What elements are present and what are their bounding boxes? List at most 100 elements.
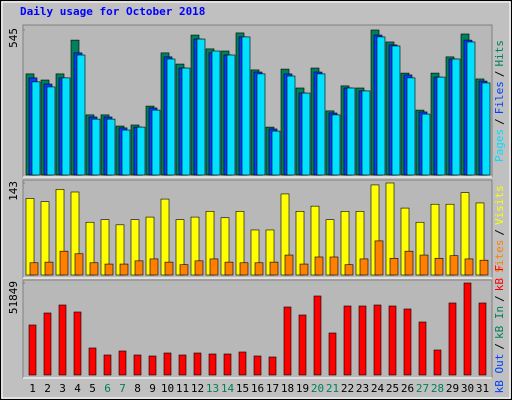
bar (196, 38, 206, 176)
bar (253, 355, 262, 376)
x-tick-label: 30 (461, 382, 474, 395)
bar (328, 332, 337, 376)
x-tick-label: 11 (176, 382, 189, 395)
bar (164, 261, 174, 276)
x-tick-label: 27 (416, 382, 429, 395)
x-tick-label: 17 (266, 382, 279, 395)
bar (194, 260, 204, 276)
bar (376, 36, 386, 176)
legend-separator: / (493, 118, 506, 125)
bar (361, 90, 371, 176)
bar (224, 261, 234, 276)
bar (103, 354, 112, 376)
x-tick-label: 14 (221, 382, 235, 395)
bar (358, 305, 367, 376)
bar (419, 254, 429, 276)
bar (373, 304, 382, 376)
legend-entry: kB Out (493, 354, 506, 394)
bar (268, 356, 277, 376)
bar (374, 240, 384, 276)
x-tick-label: 4 (74, 382, 81, 395)
bar (136, 126, 146, 176)
bar (346, 87, 356, 176)
x-tick-label: 6 (104, 382, 111, 395)
bar (208, 353, 217, 376)
legend-separator: / (493, 295, 506, 302)
bar (448, 302, 457, 376)
x-tick-label: 19 (296, 382, 309, 395)
bar (226, 54, 236, 176)
bar (166, 58, 176, 176)
bar (464, 258, 474, 276)
bar (256, 73, 266, 176)
legend: Pages / Files / Hits (493, 40, 506, 162)
bar (269, 261, 279, 276)
bar (61, 77, 71, 176)
bar (388, 305, 397, 376)
bar (29, 262, 39, 276)
y-max-label: 545 (7, 28, 20, 48)
y-max-label: 51849 (7, 281, 20, 314)
x-tick-label: 28 (431, 382, 444, 395)
bar (434, 257, 444, 276)
bar (284, 254, 294, 276)
x-tick-label: 18 (281, 382, 294, 395)
x-tick-label: 22 (341, 382, 354, 395)
legend-entry: Files (493, 81, 506, 114)
legend-entry: Sites (493, 240, 506, 273)
bar (44, 261, 54, 276)
bar (209, 258, 219, 276)
bar (178, 354, 187, 376)
bar (239, 262, 249, 276)
bar (451, 58, 461, 176)
bar (149, 258, 159, 276)
bar (343, 305, 352, 376)
bar (344, 264, 354, 276)
bar (31, 81, 41, 176)
x-tick-label: 25 (386, 382, 399, 395)
bar (179, 264, 189, 276)
bar (58, 304, 67, 376)
legend-separator: / (493, 229, 506, 236)
bar (151, 109, 161, 176)
x-tick-label: 16 (251, 382, 264, 395)
x-tick-label: 9 (149, 382, 156, 395)
bar (314, 256, 324, 276)
bar (403, 308, 412, 376)
x-tick-label: 15 (236, 382, 249, 395)
x-tick-label: 8 (134, 382, 141, 395)
legend-entry: kB F (493, 265, 506, 292)
bar (478, 302, 487, 376)
x-tick-label: 29 (446, 382, 459, 395)
bar (271, 130, 281, 176)
legend: Sites / Visits (493, 185, 506, 273)
bar (313, 295, 322, 376)
x-tick-label: 7 (119, 382, 126, 395)
bar (406, 77, 416, 176)
bar (133, 354, 142, 376)
bar (463, 282, 472, 376)
x-tick-label: 21 (326, 382, 339, 395)
bar (88, 347, 97, 376)
x-tick-label: 1 (29, 382, 36, 395)
x-tick-label: 20 (311, 382, 324, 395)
bar (479, 259, 489, 276)
bar (404, 250, 414, 276)
bar (148, 355, 157, 376)
bar (359, 258, 369, 276)
legend-entry: Pages (493, 129, 506, 162)
bar (241, 36, 251, 176)
bar (118, 350, 127, 376)
bar (46, 86, 56, 176)
x-tick-label: 5 (89, 382, 96, 395)
x-tick-label: 10 (161, 382, 174, 395)
bar (298, 314, 307, 376)
bar (301, 92, 311, 176)
bar (449, 255, 459, 276)
x-tick-label: 2 (44, 382, 51, 395)
bar (59, 250, 69, 276)
bar (316, 73, 326, 176)
legend-separator: / (493, 71, 506, 78)
